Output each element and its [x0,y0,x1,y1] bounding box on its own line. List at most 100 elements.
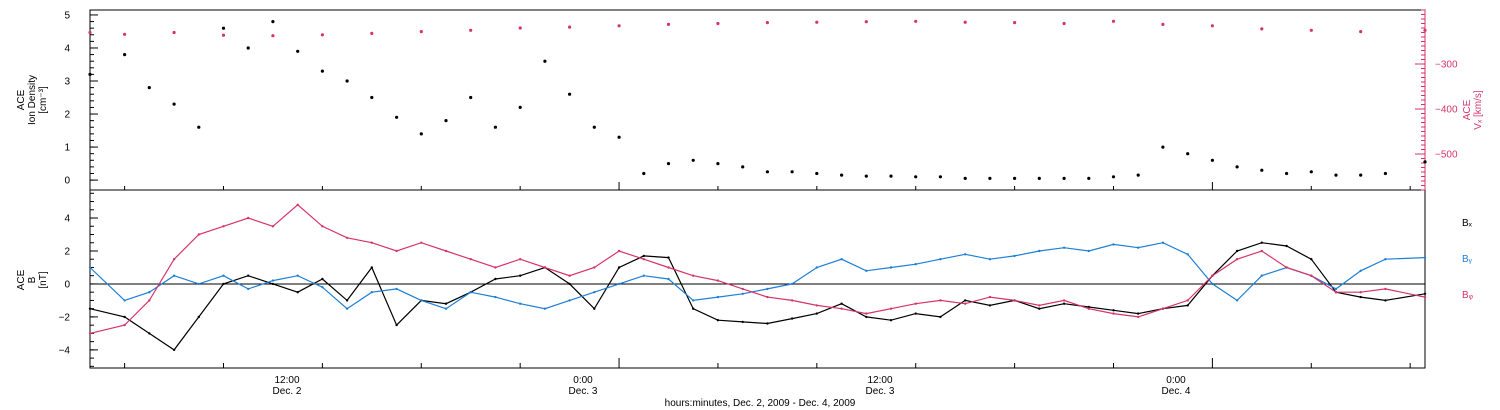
top-left-axis: 0 1 2 3 4 5 [64,10,98,187]
density-point [320,69,324,73]
bx-point [914,312,917,315]
bz-point [1235,258,1239,261]
bx-point [1112,309,1115,312]
density-point [1186,152,1190,156]
x-tick-time-1: 12:00 [274,375,299,386]
velocity-point [518,26,522,30]
density-tick-label: 1 [64,143,70,154]
density-point [592,125,596,129]
bz-point [1359,291,1362,294]
density-point [1235,165,1239,169]
by-point [88,266,92,269]
density-point [246,46,250,50]
bx-point [716,319,720,322]
x-tick-time-4: 0:00 [1166,375,1186,386]
bz-point [172,258,176,261]
density-point [1359,173,1363,177]
density-point [1334,173,1338,177]
bz-point [494,266,497,269]
by-point [1137,246,1140,249]
velocity-point [1423,28,1427,32]
bz-point [593,266,596,269]
density-point [123,53,127,57]
by-point [1013,254,1016,258]
bz-point [1186,299,1189,302]
velocity-tick-label: −500 [1435,150,1458,161]
x-axis-title: hours:minutes, Dec. 2, 2009 - Dec. 4, 20… [665,398,856,409]
velocity-point [221,33,226,37]
x-tick-time-2: 0:00 [573,375,593,386]
bz-point [1161,307,1165,310]
density-point [1013,176,1017,180]
bx-point [939,315,942,319]
velocity-point [963,20,967,24]
by-point [543,307,547,310]
legend-bx: Bₓ [1462,218,1473,229]
by-point [766,287,769,291]
density-point [271,20,275,24]
bz-point [840,307,843,310]
bz-point [148,299,151,302]
by-point [1384,258,1387,261]
density-point [691,158,695,162]
by-point [271,279,275,282]
density-point [345,79,349,83]
bz-point [1112,312,1115,315]
density-label-name: Ion Density [27,75,38,125]
b-label-ace: ACE [16,269,27,290]
bz-point [247,216,250,220]
bz-point [1384,287,1387,291]
by-point [444,307,448,310]
bx-point [1359,295,1362,299]
b-tick-label: −2 [59,312,71,323]
bx-point [1186,304,1189,307]
bottom-panel-marks [88,203,1427,352]
density-tick-label: 3 [64,77,70,88]
density-point [1111,175,1116,179]
velocity-point [123,32,127,36]
bz-point [1285,266,1288,269]
velocity-point [568,25,572,29]
bottom-left-axis: −4 −2 0 2 4 [59,192,98,367]
velocity-point [1111,19,1116,23]
by-point [568,299,571,302]
b-tick-label: 2 [64,246,70,257]
bx-point [642,254,645,258]
bx-point [988,304,992,307]
velocity-point [469,28,473,32]
bz-point [1013,299,1016,302]
bx-point [568,282,571,286]
legend-by: Bᵧ [1462,254,1473,265]
bx-point [247,274,250,277]
by-point [370,291,373,294]
bottom-panel-frame [89,189,1426,369]
velocity-point [172,30,176,35]
density-point [617,135,621,139]
bz-point [964,302,967,305]
density-point [938,175,943,179]
density-point [716,162,720,166]
density-point [296,49,300,53]
bx-point [889,319,893,322]
by-point [914,263,917,266]
bz-point [716,279,720,282]
legend-bz: Bᵩ [1462,290,1474,301]
bz-point [296,203,299,206]
by-point [840,258,843,261]
bz-point [1310,274,1313,277]
by-point [197,282,200,286]
bx-point [790,317,794,320]
by-point [1423,256,1427,259]
by-point [172,274,176,277]
density-point [864,174,868,178]
bx-series-line [89,242,1426,351]
by-point [395,287,398,291]
density-point [840,173,844,177]
by-point [148,291,151,294]
bz-point [370,241,373,244]
velocity-point [1260,27,1264,31]
density-point [197,125,201,129]
velocity-point [716,21,720,26]
density-point [1383,171,1387,176]
bx-point [123,315,126,319]
